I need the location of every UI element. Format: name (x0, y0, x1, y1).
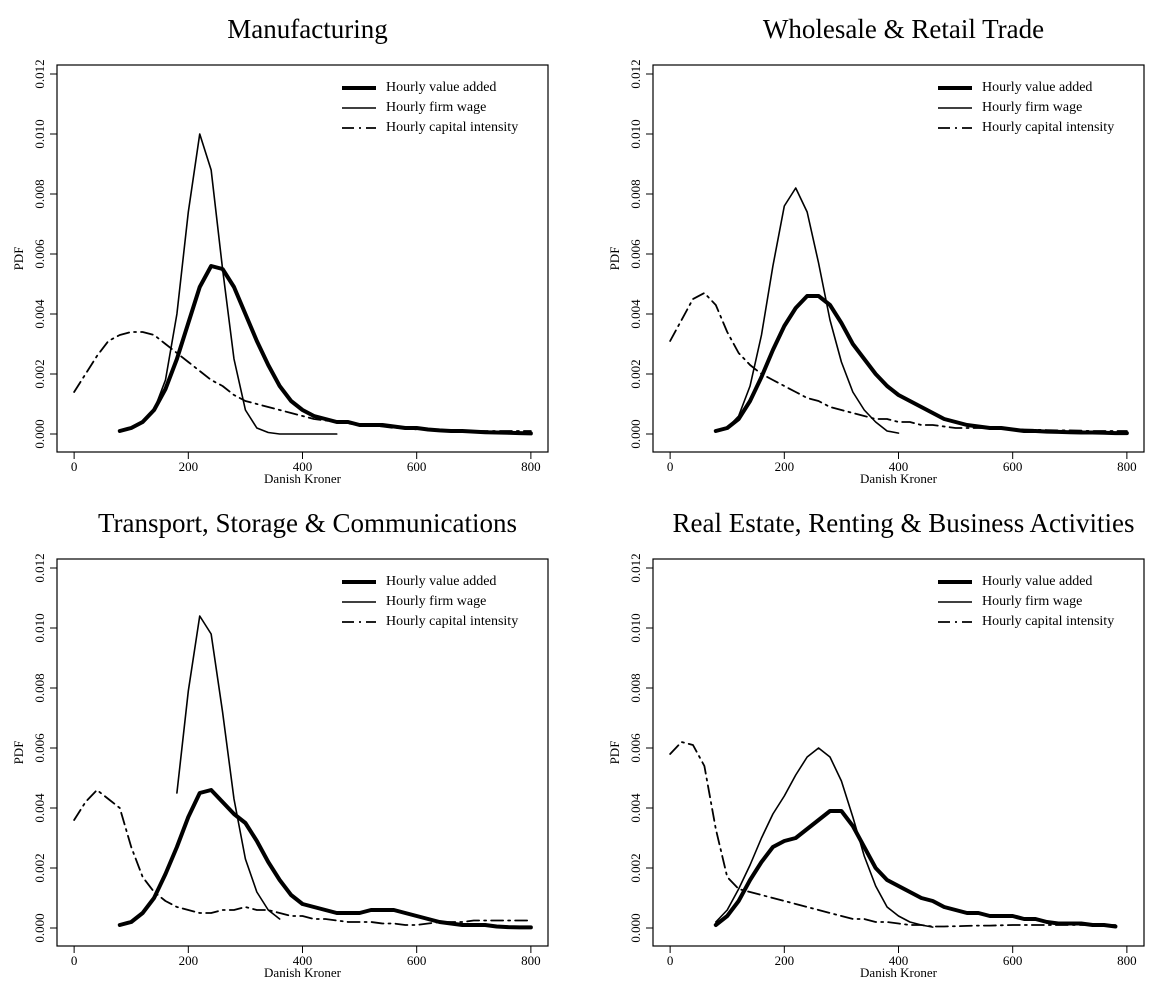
y-tick-label: 0.000 (628, 419, 643, 448)
y-tick-label: 0.002 (32, 359, 47, 388)
y-tick-label: 0.012 (32, 553, 47, 582)
x-tick-label: 600 (407, 459, 427, 474)
legend-label: Hourly value added (982, 574, 1092, 589)
y-tick-label: 0.010 (628, 613, 643, 642)
x-tick-label: 600 (1003, 459, 1023, 474)
legend-label: Hourly value added (982, 80, 1092, 95)
x-tick-label: 200 (179, 459, 199, 474)
y-tick-label: 0.008 (32, 673, 47, 702)
y-tick-label: 0.010 (32, 613, 47, 642)
chart-title: Manufacturing (227, 14, 387, 44)
y-tick-label: 0.008 (628, 179, 643, 208)
x-axis-label: Danish Kroner (860, 471, 938, 486)
legend-label: Hourly value added (386, 574, 496, 589)
x-tick-label: 400 (293, 953, 313, 968)
y-tick-label: 0.008 (628, 673, 643, 702)
line-series (73, 331, 532, 432)
legend-label: Hourly capital intensity (386, 120, 518, 135)
x-tick-label: 200 (775, 459, 795, 474)
y-tick-label: 0.012 (628, 59, 643, 88)
y-tick-label: 0.006 (628, 239, 643, 269)
line-series (713, 809, 1118, 929)
x-tick-label: 0 (71, 953, 78, 968)
x-tick-label: 0 (667, 459, 674, 474)
chart-title: Transport, Storage & Communications (98, 508, 517, 538)
x-tick-label: 600 (407, 953, 427, 968)
y-tick-label: 0.004 (32, 793, 47, 823)
legend-label: Hourly firm wage (982, 100, 1082, 115)
y-tick-label: 0.010 (32, 119, 47, 148)
x-tick-label: 400 (889, 953, 909, 968)
legend-label: Hourly firm wage (386, 594, 486, 609)
line-series (73, 789, 532, 926)
x-tick-label: 400 (293, 459, 313, 474)
chart-title: Wholesale & Retail Trade (763, 14, 1044, 44)
line-series (117, 264, 533, 436)
y-axis-label: PDF (607, 247, 622, 271)
x-tick-label: 200 (179, 953, 199, 968)
y-tick-label: 0.004 (628, 299, 643, 329)
line-series (141, 133, 338, 435)
line-series (726, 187, 900, 434)
panel: Manufacturing 0 200 400 600 800 Danish Kroner 0… (11, 14, 549, 486)
y-tick-label: 0.002 (628, 853, 643, 882)
x-tick-label: 600 (1003, 953, 1023, 968)
y-tick-label: 0.000 (32, 419, 47, 448)
y-tick-label: 0.002 (628, 359, 643, 388)
x-tick-label: 800 (521, 459, 541, 474)
y-tick-label: 0.012 (628, 553, 643, 582)
chart-title: Real Estate, Renting & Business Activiti… (673, 508, 1135, 538)
y-tick-label: 0.010 (628, 119, 643, 148)
y-tick-label: 0.004 (32, 299, 47, 329)
legend-label: Hourly capital intensity (982, 120, 1114, 135)
legend-label: Hourly firm wage (386, 100, 486, 115)
y-tick-label: 0.008 (32, 179, 47, 208)
line-series (713, 294, 1129, 436)
legend-label: Hourly firm wage (982, 594, 1082, 609)
y-axis-label: PDF (11, 247, 26, 271)
y-tick-label: 0.006 (32, 239, 47, 269)
x-axis-label: Danish Kroner (264, 965, 342, 980)
y-tick-label: 0.000 (32, 913, 47, 942)
panel: Wholesale & Retail Trade 0 200 400 600 800 Dan… (607, 14, 1145, 486)
line-series (669, 741, 1117, 928)
line-series (715, 747, 934, 928)
y-tick-label: 0.002 (32, 853, 47, 882)
line-series (117, 788, 533, 930)
x-tick-label: 800 (521, 953, 541, 968)
x-axis-label: Danish Kroner (860, 965, 938, 980)
line-series (176, 615, 281, 920)
x-tick-label: 400 (889, 459, 909, 474)
x-tick-label: 800 (1117, 953, 1137, 968)
y-axis-label: PDF (11, 741, 26, 765)
y-tick-label: 0.012 (32, 59, 47, 88)
y-tick-label: 0.004 (628, 793, 643, 823)
x-tick-label: 800 (1117, 459, 1137, 474)
x-tick-label: 0 (71, 459, 78, 474)
y-tick-label: 0.006 (32, 733, 47, 763)
line-series (669, 292, 1128, 432)
x-axis-label: Danish Kroner (264, 471, 342, 486)
panel: Real Estate, Renting & Business Activiti… (607, 508, 1145, 980)
x-tick-label: 200 (775, 953, 795, 968)
legend-label: Hourly capital intensity (386, 614, 518, 629)
x-tick-label: 0 (667, 953, 674, 968)
panel: Transport, Storage & Communications 0 200 4… (11, 508, 549, 980)
y-axis-label: PDF (607, 741, 622, 765)
y-tick-label: 0.000 (628, 913, 643, 942)
y-tick-label: 0.006 (628, 733, 643, 763)
legend-label: Hourly value added (386, 80, 496, 95)
legend-label: Hourly capital intensity (982, 614, 1114, 629)
